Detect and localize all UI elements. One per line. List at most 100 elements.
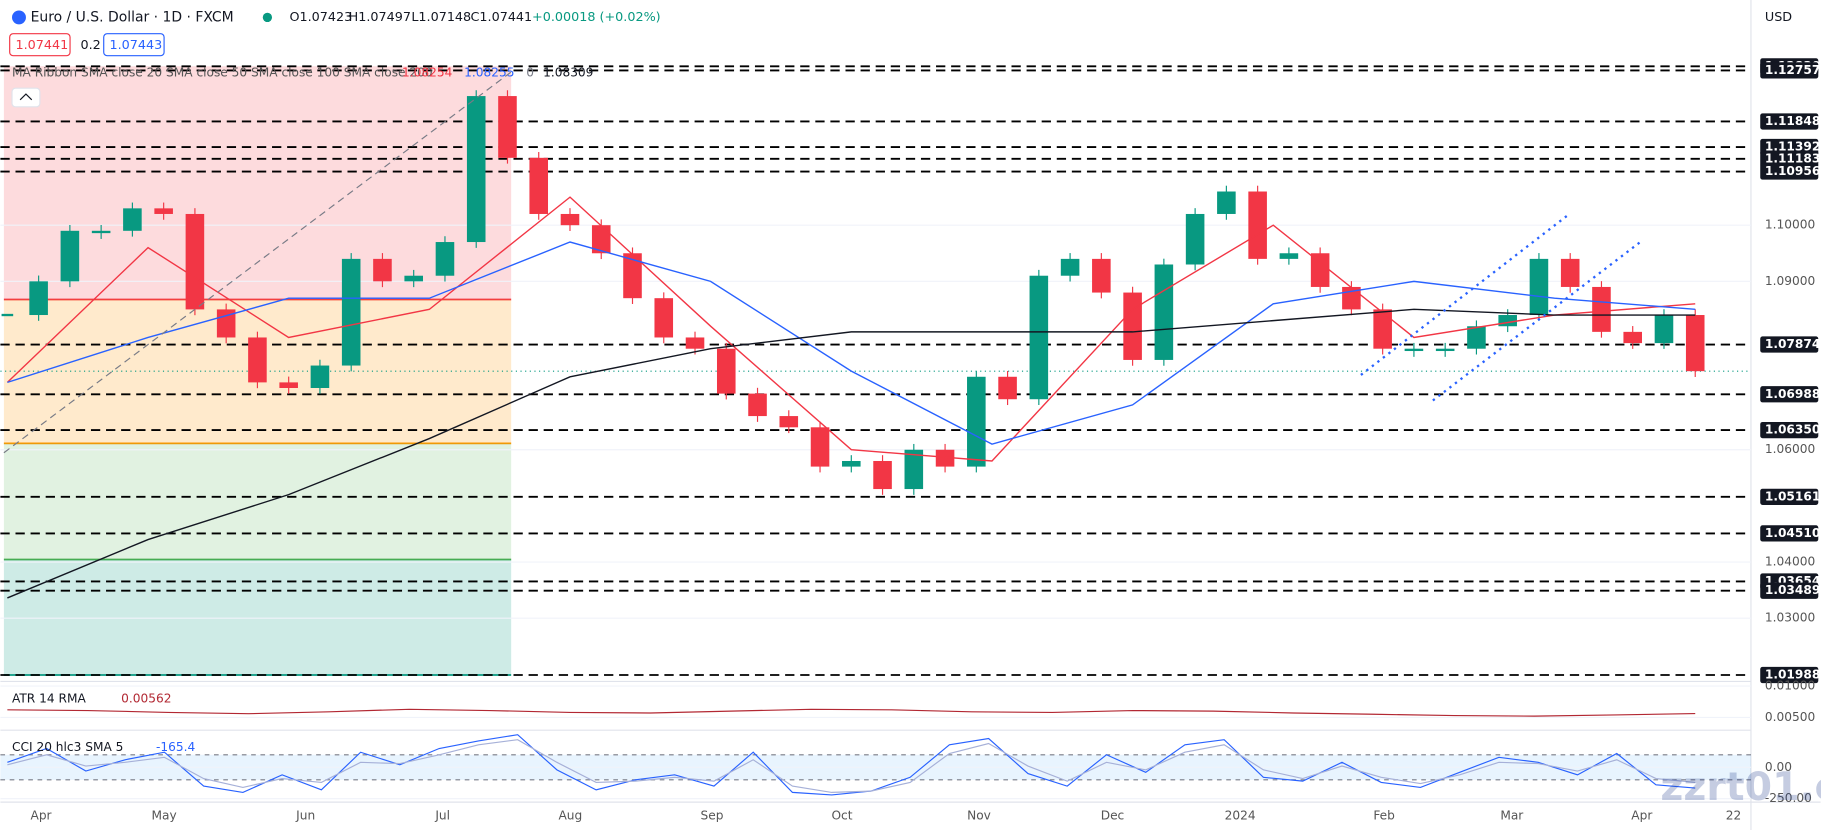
y-tick-label: -250.00	[1765, 791, 1812, 805]
candle	[873, 460, 892, 490]
x-tick-label: Jul	[434, 809, 450, 823]
y-tick-label: 1.06000	[1765, 442, 1815, 456]
symbol-title: Euro / U.S. Dollar · 1D · FXCM	[31, 9, 234, 25]
candle	[279, 382, 298, 389]
pane-value: -165.4	[156, 740, 195, 754]
ohlc-close: C1.07441	[471, 10, 533, 25]
x-tick-label: 22	[1726, 809, 1742, 823]
candle	[623, 253, 642, 299]
collapse-button[interactable]	[11, 87, 41, 108]
channel-line	[1432, 241, 1641, 402]
indicator-value: 1.08309	[543, 66, 593, 80]
candle	[1248, 191, 1267, 259]
candle	[935, 449, 955, 467]
change: +0.00018 (+0.02%)	[532, 10, 661, 25]
candle	[529, 157, 549, 214]
level-label: 1.10956	[1765, 164, 1820, 178]
candle	[1529, 258, 1549, 316]
level-label: 1.11848	[1765, 114, 1820, 128]
candle	[248, 337, 267, 383]
currency: USD	[1765, 10, 1792, 25]
candle	[1279, 253, 1299, 259]
y-tick-label: 1.03000	[1765, 611, 1815, 625]
x-tick-label: Apr	[1631, 809, 1652, 823]
candle	[404, 275, 423, 282]
candle	[310, 365, 330, 389]
symbol-icon	[12, 10, 26, 25]
x-tick-label: Dec	[1101, 809, 1125, 823]
indicator-line	[7, 739, 1696, 793]
level-label: 1.03489	[1765, 583, 1820, 597]
y-tick-label: 0.01000	[1765, 679, 1815, 693]
candle	[1060, 258, 1080, 276]
x-tick-label: Jun	[295, 809, 315, 823]
y-tick-label: 0.00500	[1765, 710, 1815, 724]
candle	[29, 281, 48, 316]
level-label: 1.12757	[1765, 63, 1820, 77]
trend-line	[3, 71, 512, 454]
candle	[1373, 309, 1392, 349]
indicator-value: 1.08255	[464, 66, 514, 80]
channel-line	[1360, 212, 1571, 376]
x-tick-label: Feb	[1373, 809, 1395, 823]
y-tick-label: 1.10000	[1765, 218, 1815, 232]
candle	[842, 460, 861, 467]
x-tick-label: Mar	[1500, 809, 1523, 823]
indicator-value: 0	[526, 66, 534, 80]
candle	[154, 208, 173, 214]
fib-zone	[3, 443, 512, 560]
spread: 0.2	[81, 38, 101, 53]
level-label: 1.07874	[1765, 337, 1820, 351]
candle	[654, 298, 674, 338]
fib-zone	[3, 559, 512, 675]
level-label-bg	[1760, 488, 1819, 505]
candle	[373, 258, 392, 282]
candle	[435, 242, 455, 276]
marks-layer	[1, 90, 1705, 796]
candle	[716, 348, 736, 394]
level-label-bg	[1760, 336, 1819, 353]
level-label-bg	[1760, 421, 1819, 439]
candle	[1092, 258, 1111, 293]
candle	[341, 258, 361, 366]
candle	[591, 225, 611, 254]
y-tick-label: 0.00	[1765, 760, 1792, 774]
y-tick-label: 1.04000	[1765, 555, 1815, 569]
market-status	[262, 12, 273, 23]
candle	[123, 208, 142, 231]
ohlc-low: L1.07148	[411, 10, 471, 25]
candle	[1404, 348, 1424, 352]
level-label: 1.01988	[1765, 667, 1820, 681]
level-label-bg	[1760, 163, 1819, 180]
candle	[498, 96, 517, 158]
level-label-bg	[1760, 150, 1819, 167]
moving-average	[7, 308, 1696, 599]
sell-button[interactable]	[9, 33, 71, 57]
candle	[1185, 213, 1205, 265]
candle	[685, 337, 705, 349]
indicator-line	[7, 708, 1696, 717]
candle	[1123, 292, 1142, 360]
moving-average	[7, 241, 1696, 445]
level-label-bg	[1760, 386, 1819, 403]
candle	[1592, 286, 1611, 332]
pane-value: 0.00562	[121, 691, 171, 705]
candle	[91, 230, 111, 234]
candle	[1154, 264, 1174, 360]
level-label: 1.04510	[1765, 526, 1820, 540]
x-tick-label: Apr	[31, 809, 52, 823]
candle	[1685, 315, 1705, 372]
candle	[1498, 315, 1517, 327]
level-label-bg	[1760, 525, 1819, 542]
candle	[1435, 348, 1455, 352]
candle	[810, 427, 830, 467]
indicator-label: MA Ribbon SMA close 20 SMA close 50 SMA …	[12, 66, 433, 80]
candle	[998, 376, 1017, 400]
x-tick-label: May	[151, 809, 176, 823]
pane-title: CCI 20 hlc3 SMA 5	[12, 740, 123, 754]
indicator-line	[7, 734, 1696, 796]
buy-button[interactable]	[103, 33, 165, 57]
